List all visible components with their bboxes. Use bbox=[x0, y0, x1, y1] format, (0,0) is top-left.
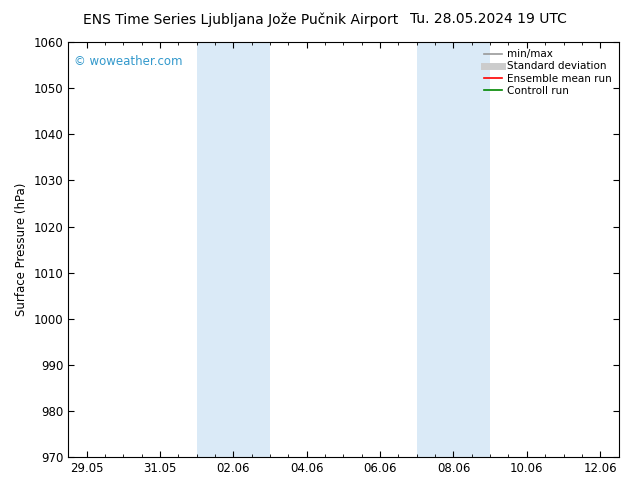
Bar bbox=[197, 42, 270, 457]
Text: ENS Time Series Ljubljana Jože Pučnik Airport: ENS Time Series Ljubljana Jože Pučnik Ai… bbox=[83, 12, 399, 27]
Y-axis label: Surface Pressure (hPa): Surface Pressure (hPa) bbox=[15, 183, 28, 316]
Text: Tu. 28.05.2024 19 UTC: Tu. 28.05.2024 19 UTC bbox=[410, 12, 567, 26]
Text: © woweather.com: © woweather.com bbox=[74, 54, 182, 68]
Bar bbox=[417, 42, 490, 457]
Legend: min/max, Standard deviation, Ensemble mean run, Controll run: min/max, Standard deviation, Ensemble me… bbox=[482, 47, 613, 98]
